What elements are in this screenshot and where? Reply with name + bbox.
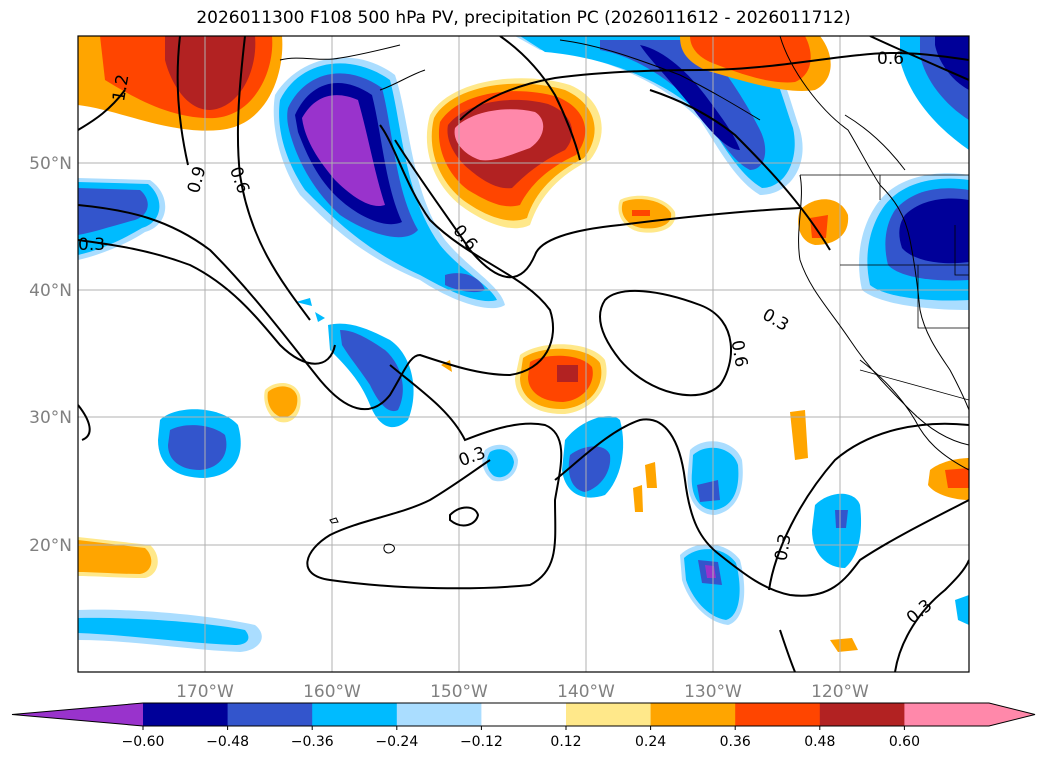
lon-label-130w: 130°W (684, 682, 742, 702)
figure-title: 2026011300 F108 500 hPa PV, precipitatio… (196, 8, 851, 28)
lon-label-120w: 120°W (811, 682, 869, 702)
colorbar-tick-label: 0.36 (720, 734, 751, 750)
lon-label-170w: 170°W (176, 682, 234, 702)
colorbar-tick-label: −0.24 (375, 734, 418, 750)
colorbar-tick-label: −0.12 (460, 734, 503, 750)
graticule (78, 36, 969, 672)
borders (800, 174, 969, 401)
coastlines (279, 36, 969, 554)
map-frame (77, 35, 970, 673)
contour-label: 1.2 (109, 73, 133, 103)
colorbar-tick-label: 0.24 (635, 734, 666, 750)
lat-label-50n: 50°N (29, 154, 72, 174)
lon-label-150w: 150°W (430, 682, 488, 702)
longitude-labels: 170°W 160°W 150°W 140°W 130°W 120°W (176, 682, 869, 702)
colorbar-tick-label: −0.60 (122, 734, 165, 750)
contour-label: 0.6 (727, 339, 751, 369)
colorbar-extend-left (12, 703, 143, 726)
lat-label-40n: 40°N (29, 281, 72, 301)
contour-label: 0.6 (877, 49, 904, 69)
lat-label-30n: 30°N (29, 408, 72, 428)
colorbar-tick-label: −0.48 (206, 734, 249, 750)
lat-label-20n: 20°N (29, 536, 72, 556)
colorbar-segment (650, 703, 736, 726)
colorbar-segment (481, 703, 567, 726)
contour-label: 0.3 (771, 532, 795, 562)
colorbar-tick-label: 0.12 (550, 734, 581, 750)
colorbar-segment (735, 703, 821, 726)
colorbar-extend-right (989, 703, 1035, 726)
lon-label-160w: 160°W (303, 682, 361, 702)
lon-label-140w: 140°W (557, 682, 615, 702)
pv-contours (78, 36, 969, 672)
colorbar: −0.60 −0.48 −0.36 −0.24 −0.12 0.12 0.24 0.36 0.4… (11, 702, 1036, 750)
latitude-labels: 50°N 40°N 30°N 20°N (29, 154, 72, 556)
colorbar-segment (143, 703, 229, 726)
colorbar-tick-label: 0.60 (889, 734, 920, 750)
colorbar-segment (227, 703, 313, 726)
colorbar-segment (312, 703, 398, 726)
colorbar-segment (396, 703, 482, 726)
colorbar-segment (566, 703, 652, 726)
colorbar-segment (904, 703, 990, 726)
colorbar-tick-label: 0.48 (804, 734, 835, 750)
colorbar-segment (819, 703, 905, 726)
colorbar-tick-label: −0.36 (291, 734, 334, 750)
contour-label: 0.3 (78, 235, 105, 255)
